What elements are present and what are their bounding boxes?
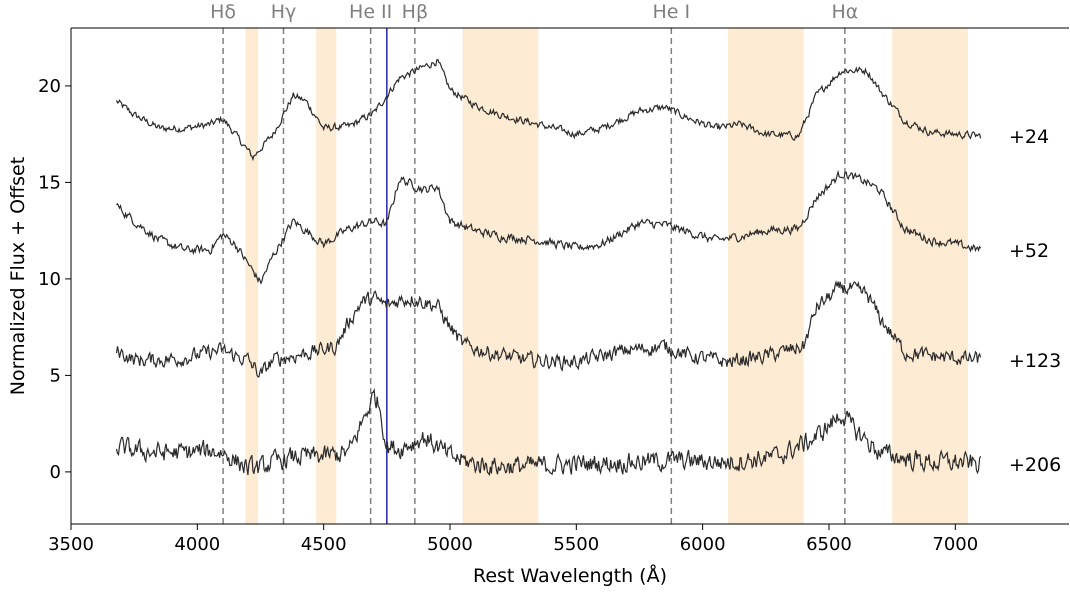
x-axis: 3500 4000 4500 5000 5500 6000 6500 7000 [48,524,978,555]
reference-line-label: Hβ [402,1,428,23]
epoch-label: +24 [1009,126,1049,148]
spectrum-line [115,387,982,477]
spectrum-line [115,280,982,378]
y-tick-label: 15 [38,172,61,193]
shaded-region [245,28,258,524]
reference-line-labels: Hδ Hγ He II Hβ He I Hα [210,1,858,23]
y-tick-label: 20 [38,76,61,97]
shaded-region [892,28,968,524]
plot-frame [70,27,1069,525]
x-tick-label: 4500 [301,534,347,555]
spectrum-line [116,169,982,285]
x-tick-label: 7000 [932,534,978,555]
epoch-labels: +24 +52 +123 +206 [1009,126,1061,476]
x-tick-label: 4000 [174,534,220,555]
reference-line-label: Hγ [271,1,297,23]
epoch-label: +206 [1009,454,1061,476]
shaded-region [462,28,539,524]
y-axis: 0 5 10 15 20 [38,76,71,483]
y-tick-label: 0 [50,462,61,483]
spectrum-line [115,58,982,162]
y-axis-title: Normalized Flux + Offset [7,157,29,395]
x-tick-label: 6500 [806,534,852,555]
shaded-regions [245,28,968,524]
x-tick-label: 3500 [48,534,94,555]
x-tick-label: 6000 [680,534,726,555]
x-tick-label: 5000 [427,534,473,555]
shaded-region [316,28,337,524]
epoch-label: +123 [1009,350,1061,372]
reference-line-label: Hδ [210,1,236,23]
reference-line-label: He I [653,1,691,23]
reference-line-label: He II [349,1,392,23]
shaded-region [727,28,804,524]
y-tick-label: 10 [38,269,61,290]
x-tick-label: 5500 [553,534,599,555]
epoch-label: +52 [1009,240,1049,262]
y-tick-label: 5 [50,365,61,386]
reference-line-label: Hα [831,1,858,23]
x-axis-title: Rest Wavelength (Å) [473,564,667,587]
spectra [115,58,982,477]
